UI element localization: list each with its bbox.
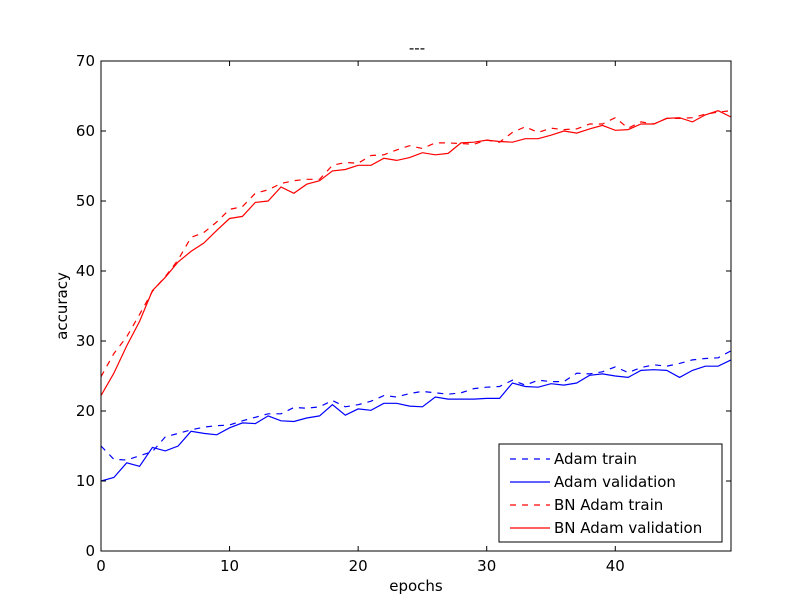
series-line-4 — [101, 110, 731, 396]
y-tick-label: 20 — [76, 402, 95, 420]
legend-label-2: Adam validation — [554, 473, 676, 491]
ticks-layer: 0 10 20 30 40 0 10 20 30 40 50 60 70 — [76, 52, 731, 575]
x-tick-label: 10 — [220, 557, 239, 575]
chart-title: --- — [409, 39, 425, 57]
y-tick-label: 30 — [76, 332, 95, 350]
x-tick-label: 20 — [349, 557, 368, 575]
y-axis-label: accuracy — [53, 272, 71, 340]
x-tick-label: 30 — [477, 557, 496, 575]
legend-box — [498, 443, 723, 543]
legend-label-3: BN Adam train — [554, 496, 663, 514]
y-tick-label: 60 — [76, 122, 95, 140]
plot-frame — [100, 60, 732, 552]
y-tick-label: 50 — [76, 192, 95, 210]
y-tick-label: 70 — [76, 52, 95, 70]
x-tick-label: 0 — [96, 557, 106, 575]
y-tick-label: 40 — [76, 262, 95, 280]
y-tick-label: 10 — [76, 472, 95, 490]
legend-label-4: BN Adam validation — [554, 519, 702, 537]
series-line-2 — [101, 359, 731, 482]
legend: Adam train Adam validation BN Adam train BN… — [498, 443, 723, 543]
x-tick-label: 40 — [606, 557, 625, 575]
series-layer — [101, 110, 731, 482]
legend-label-1: Adam train — [554, 450, 637, 468]
x-axis-label: epochs — [389, 577, 443, 595]
y-tick-label: 0 — [85, 542, 95, 560]
series-line-3 — [101, 110, 731, 377]
series-line-1 — [101, 350, 731, 461]
